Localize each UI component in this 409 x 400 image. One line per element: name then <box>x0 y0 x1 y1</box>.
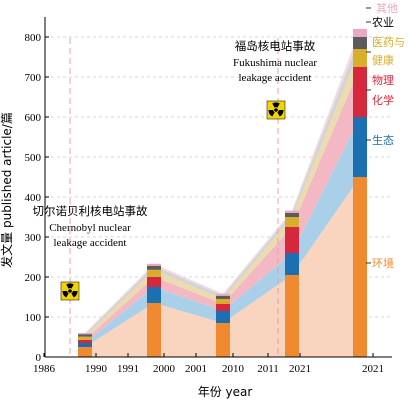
radiation-blade <box>277 110 284 117</box>
legend-label: 其他 <box>376 2 398 15</box>
bar-segment <box>78 333 92 335</box>
radiation-icon <box>60 281 80 301</box>
x-tick-label: 2011 <box>257 363 279 375</box>
bar-segment <box>216 295 230 299</box>
radiation-center <box>68 289 72 293</box>
annotation-line: Fukushima nuclear <box>233 57 317 69</box>
bar-segment <box>216 311 230 323</box>
bar-segment <box>216 299 230 304</box>
radiation-blade <box>272 102 280 108</box>
y-tick-label: 800 <box>25 32 42 44</box>
y-tick-label: 500 <box>25 152 42 164</box>
bar-segment <box>285 275 299 357</box>
bar-segment <box>353 49 367 67</box>
bar-segment <box>285 217 299 227</box>
bar-segment <box>353 67 367 117</box>
x-tick-label: 1986 <box>33 363 56 375</box>
legend-label: 环境 <box>372 256 394 270</box>
annotation-line: leakage accident <box>239 72 312 84</box>
y-axis-label: 发文量 published article/篇 <box>0 112 14 268</box>
bar-segment <box>147 277 161 287</box>
area-3 <box>85 67 360 343</box>
x-tick-label: 1990 <box>85 363 108 375</box>
stacked-bars <box>78 29 367 357</box>
y-tick-label: 200 <box>25 272 42 284</box>
x-tick-label: 2021 <box>362 363 384 375</box>
x-tick-labels: 1986 1990 1991 2000 2001 2010 2011 2021 2021 <box>33 353 384 375</box>
bar-segment <box>285 210 299 213</box>
bar-segment <box>78 343 92 347</box>
bar-segment <box>285 213 299 217</box>
x-axis-label: 年份 year <box>198 385 253 399</box>
annotation-title: 福岛核电站事故 <box>235 39 316 53</box>
bar-segment <box>353 37 367 49</box>
x-tick-label: 2001 <box>185 363 207 375</box>
annotations: 切尔诺贝利核电站事故 Chernobyl nuclear leakage accid… <box>33 39 317 301</box>
y-tick-label: 0 <box>36 352 42 364</box>
bar-segment <box>78 347 92 357</box>
y-tick-labels: 0 100 200 300 400 500 600 700 800 <box>25 32 49 364</box>
x-tick-label: 1991 <box>117 363 139 375</box>
bar-segment <box>147 265 161 270</box>
radiation-blade <box>71 291 78 298</box>
bar-segment <box>78 339 92 343</box>
annotation-line: leakage accident <box>54 237 127 249</box>
radiation-center <box>274 108 278 112</box>
bar-segment <box>78 334 92 337</box>
radiation-icon <box>266 100 286 120</box>
legend-label: 化学 <box>372 93 394 107</box>
annotation-title: 切尔诺贝利核电站事故 <box>33 204 148 218</box>
radiation-blade <box>66 283 74 289</box>
axes <box>44 17 392 358</box>
bar-segment <box>147 269 161 277</box>
bar-segment <box>285 253 299 275</box>
legend-label: 医药与 <box>372 36 405 49</box>
x-tick-label: 2000 <box>153 363 176 375</box>
bar-segment <box>216 323 230 357</box>
legend-label: 物理 <box>372 73 394 87</box>
radiation-blade <box>268 110 275 117</box>
bar-segment <box>216 303 230 311</box>
bar-segment <box>78 336 92 340</box>
bar-segment <box>147 263 161 266</box>
bar-segment <box>353 177 367 357</box>
bar-segment <box>285 227 299 253</box>
y-tick-label: 400 <box>25 192 42 204</box>
area-4 <box>85 49 360 340</box>
legend-label: 健康 <box>372 53 394 67</box>
bar-segment <box>147 287 161 303</box>
radiation-blade <box>62 291 69 298</box>
y-tick-label: 700 <box>25 72 42 84</box>
legend-label: 生态 <box>372 133 394 147</box>
x-tick-label: 2010 <box>222 363 245 375</box>
bar-segment <box>147 303 161 357</box>
y-tick-label: 600 <box>25 112 42 124</box>
annotation-line: Chernobyl nuclear <box>49 222 131 234</box>
legend-label: 农业 <box>372 15 394 29</box>
bar-segment <box>353 117 367 177</box>
bar-segment <box>216 293 230 296</box>
x-tick-label: 2021 <box>289 363 311 375</box>
y-tick-label: 100 <box>25 312 42 324</box>
y-tick-label: 300 <box>25 232 42 244</box>
bar-segment <box>353 29 367 37</box>
event-markers <box>69 38 279 357</box>
